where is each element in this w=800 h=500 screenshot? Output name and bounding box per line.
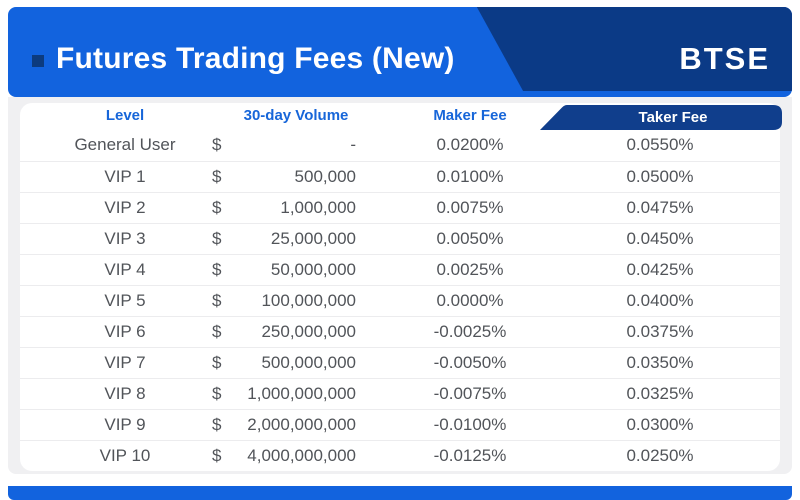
- volume-cell: 1,000,000: [280, 198, 356, 217]
- currency-symbol: $: [212, 135, 222, 154]
- footer-accent-bar: [8, 486, 792, 500]
- volume-cell: 250,000,000: [261, 322, 356, 341]
- maker-fee-cell: 0.0050%: [436, 229, 504, 248]
- level-cell: VIP 2: [104, 198, 146, 217]
- column-header-maker: Maker Fee: [433, 107, 507, 124]
- taker-fee-cell: 0.0475%: [626, 198, 694, 217]
- volume-cell: 500,000: [294, 167, 356, 186]
- level-cell: VIP 4: [104, 260, 146, 279]
- taker-fee-cell: 0.0325%: [626, 384, 694, 403]
- level-cell: VIP 5: [104, 291, 146, 310]
- table-row: VIP 3 $ 25,000,000 0.0050% 0.0450%: [20, 223, 780, 254]
- currency-symbol: $: [212, 229, 222, 248]
- maker-fee-cell: 0.0025%: [436, 260, 504, 279]
- volume-cell: 25,000,000: [270, 229, 356, 248]
- taker-fee-cell: 0.0500%: [626, 167, 694, 186]
- maker-fee-cell: 0.0075%: [436, 198, 504, 217]
- table-row: VIP 9 $ 2,000,000,000 -0.0100% 0.0300%: [20, 409, 780, 440]
- ribbon-shape: [540, 105, 782, 130]
- table-body: General User $ - 0.0200% 0.0550% VIP 1 $…: [20, 130, 780, 471]
- level-cell: VIP 3: [104, 229, 146, 248]
- maker-fee-cell: -0.0100%: [433, 415, 507, 434]
- level-cell: VIP 7: [104, 353, 146, 372]
- currency-symbol: $: [212, 384, 222, 403]
- table-row: VIP 10 $ 4,000,000,000 -0.0125% 0.0250%: [20, 440, 780, 471]
- table-row: VIP 8 $ 1,000,000,000 -0.0075% 0.0325%: [20, 378, 780, 409]
- table-row: VIP 6 $ 250,000,000 -0.0025% 0.0375%: [20, 316, 780, 347]
- currency-symbol: $: [212, 198, 222, 217]
- maker-fee-cell: -0.0075%: [433, 384, 507, 403]
- maker-fee-cell: 0.0000%: [436, 291, 504, 310]
- maker-fee-cell: -0.0025%: [433, 322, 507, 341]
- volume-cell: 50,000,000: [270, 260, 356, 279]
- level-cell: General User: [74, 135, 176, 154]
- volume-cell: 4,000,000,000: [247, 446, 356, 465]
- table-row: VIP 7 $ 500,000,000 -0.0050% 0.0350%: [20, 347, 780, 378]
- currency-symbol: $: [212, 167, 222, 186]
- taker-fee-ribbon: Taker Fee: [540, 105, 782, 130]
- volume-cell: -: [350, 135, 356, 154]
- taker-fee-cell: 0.0300%: [626, 415, 694, 434]
- fees-table-card: Level 30-day Volume Maker Fee Taker Fee …: [20, 103, 782, 471]
- level-cell: VIP 9: [104, 415, 146, 434]
- currency-symbol: $: [212, 260, 222, 279]
- maker-fee-cell: -0.0125%: [433, 446, 507, 465]
- currency-symbol: $: [212, 415, 222, 434]
- column-header-taker: Taker Fee: [638, 109, 708, 126]
- maker-fee-cell: 0.0200%: [436, 135, 504, 154]
- title-bullet-icon: [32, 54, 44, 67]
- taker-fee-cell: 0.0550%: [626, 135, 694, 154]
- taker-fee-cell: 0.0350%: [626, 353, 694, 372]
- header-banner: Futures Trading Fees (New) BTSE: [8, 7, 792, 97]
- column-header-volume: 30-day Volume: [243, 107, 349, 124]
- btse-logo: BTSE: [679, 41, 770, 76]
- taker-fee-cell: 0.0375%: [626, 322, 694, 341]
- volume-cell: 100,000,000: [261, 291, 356, 310]
- level-cell: VIP 10: [99, 446, 151, 465]
- table-row: VIP 2 $ 1,000,000 0.0075% 0.0475%: [20, 192, 780, 223]
- currency-symbol: $: [212, 353, 222, 372]
- taker-fee-cell: 0.0250%: [626, 446, 694, 465]
- column-header-level: Level: [105, 107, 145, 124]
- volume-cell: 1,000,000,000: [247, 384, 356, 403]
- currency-symbol: $: [212, 291, 222, 310]
- level-cell: VIP 1: [104, 167, 146, 186]
- maker-fee-cell: -0.0050%: [433, 353, 507, 372]
- level-cell: VIP 8: [104, 384, 146, 403]
- taker-fee-cell: 0.0425%: [626, 260, 694, 279]
- volume-cell: 2,000,000,000: [247, 415, 356, 434]
- taker-fee-cell: 0.0400%: [626, 291, 694, 310]
- page-title: Futures Trading Fees (New): [56, 42, 455, 75]
- taker-fee-cell: 0.0450%: [626, 229, 694, 248]
- currency-symbol: $: [212, 322, 222, 341]
- currency-symbol: $: [212, 446, 222, 465]
- level-cell: VIP 6: [104, 322, 146, 341]
- table-row: General User $ - 0.0200% 0.0550%: [20, 130, 780, 161]
- maker-fee-cell: 0.0100%: [436, 167, 504, 186]
- table-row: VIP 4 $ 50,000,000 0.0025% 0.0425%: [20, 254, 780, 285]
- table-header-row: Level 30-day Volume Maker Fee Taker Fee: [20, 103, 782, 130]
- banner-diagonal-navy: [476, 7, 792, 91]
- volume-cell: 500,000,000: [261, 353, 356, 372]
- table-row: VIP 5 $ 100,000,000 0.0000% 0.0400%: [20, 285, 780, 316]
- table-row: VIP 1 $ 500,000 0.0100% 0.0500%: [20, 161, 780, 192]
